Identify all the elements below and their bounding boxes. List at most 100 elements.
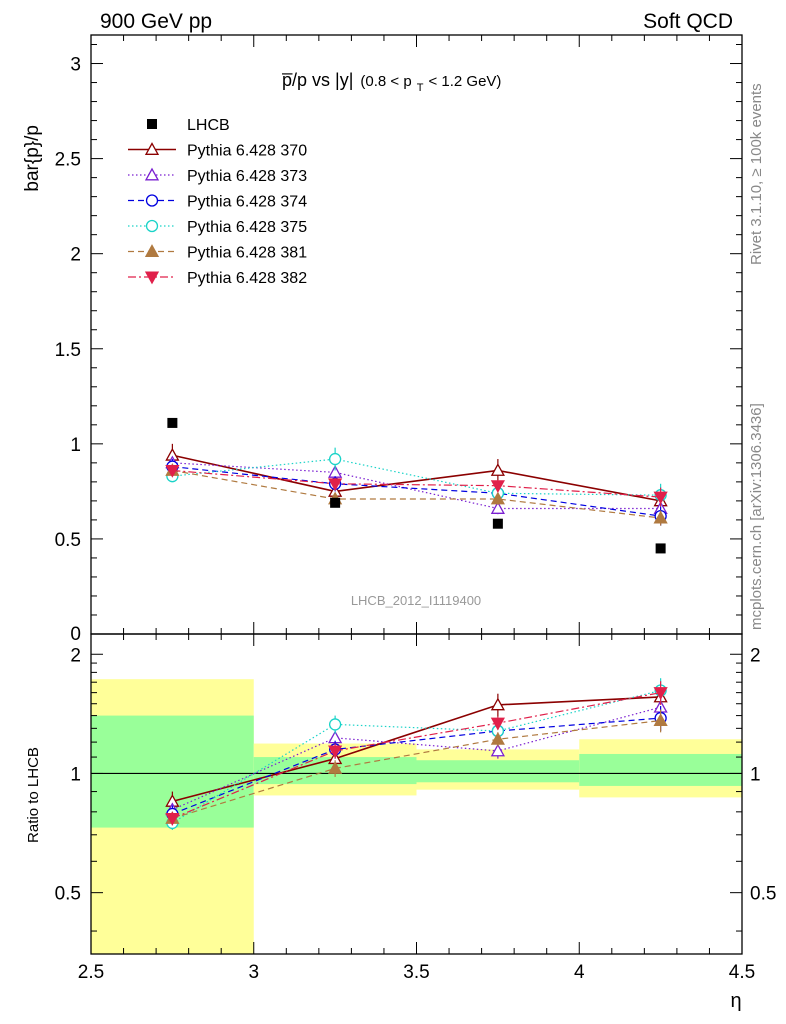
main-y-tick-label: 1.5 [55, 340, 81, 361]
series-pythia-6-428-382 [165, 464, 668, 507]
series-line [172, 454, 661, 502]
main-y-axis-label: bar{p}/p [22, 125, 43, 192]
ratio-data-point [653, 713, 668, 727]
ratio-y-tick-label-left: 2 [70, 645, 81, 666]
legend-entry: Pythia 6.428 374 [128, 194, 307, 211]
ratio-data-point [490, 743, 505, 757]
series-lhcb [167, 417, 666, 554]
legend: LHCB Pythia 6.428 370 Pythia 6.428 373 Pyth… [128, 117, 307, 287]
legend-label: Pythia 6.428 375 [187, 219, 307, 236]
ratio-series-line [172, 689, 661, 824]
rivet-version-label: Rivet 3.1.10, ≥ 100k events [748, 83, 765, 265]
ratio-data-point [165, 812, 180, 826]
ratio-y-tick-label-left: 0.5 [55, 884, 81, 905]
ratio-y-tick-label-right: 0.5 [750, 884, 776, 905]
legend-entry: Pythia 6.428 370 [128, 142, 307, 160]
ratio-data-point [328, 745, 343, 759]
ratio-series-line [172, 706, 661, 811]
main-y-tick-label: 3 [70, 55, 81, 76]
legend-marker [144, 244, 160, 257]
legend-label: Pythia 6.428 374 [187, 194, 307, 211]
legend-marker [144, 142, 160, 155]
legend-marker [144, 271, 160, 285]
legend-marker [145, 194, 159, 207]
mcplots-reference-label: mcplots.cern.ch [arXiv:1306.3436] [748, 403, 765, 630]
ratio-series-line [172, 717, 661, 815]
main-y-tick-label: 1 [70, 435, 81, 456]
ratio-series-5 [165, 681, 668, 826]
main-y-zero-label: 0 [70, 624, 81, 645]
lhcb-data-point [655, 543, 666, 554]
series-pythia-6-428-381 [165, 463, 668, 526]
main-panel: 0.5 1 1.5 2 2.5 3 0 p̅/p vs |y| (0.8 < p T < 1… [22, 34, 743, 645]
main-y-tick-label: 0.5 [55, 530, 81, 551]
legend-label: Pythia 6.428 381 [187, 245, 307, 262]
data-point [490, 480, 505, 494]
ratio-data-layer [165, 678, 668, 830]
main-y-tick-label: 2 [70, 245, 81, 266]
main-title-sub: (0.8 < p [360, 73, 411, 90]
data-point [653, 491, 668, 505]
main-title-sub-end: < 1.2 GeV) [428, 73, 501, 90]
legend-label: Pythia 6.428 382 [187, 270, 307, 287]
data-point [490, 491, 505, 505]
analysis-watermark: LHCB_2012_I1119400 [351, 593, 481, 608]
data-point [328, 452, 342, 466]
series-pythia-6-428-375 [166, 447, 667, 507]
main-data-layer [165, 417, 668, 554]
series-pythia-6-428-370 [165, 443, 668, 511]
data-point [490, 501, 505, 514]
legend-entry: Pythia 6.428 373 [128, 167, 307, 185]
ratio-y-tick-label-left: 1 [70, 764, 81, 785]
ratio-data-point [328, 761, 343, 774]
legend-label: Pythia 6.428 370 [187, 143, 307, 160]
series-line [172, 466, 661, 517]
x-tick-label: 2.5 [78, 962, 104, 983]
ratio-data-point [490, 731, 505, 745]
lhcb-data-point [492, 518, 503, 529]
lhcb-data-point [330, 497, 341, 508]
legend-entry: Pythia 6.428 381 [128, 244, 307, 262]
main-y-tick-label: 2.5 [55, 150, 81, 171]
series-line [172, 469, 661, 498]
legend-marker [145, 219, 159, 233]
ratio-y-axis-label: Ratio to LHCB [25, 747, 42, 843]
ratio-series-line [172, 719, 661, 819]
x-axis-label: η [730, 990, 741, 1012]
lhcb-data-point [167, 417, 178, 428]
main-title: p̅/p vs |y| (0.8 < p T < 1.2 GeV) [281, 70, 501, 95]
main-axes: 0.5 1 1.5 2 2.5 3 0 [55, 35, 743, 645]
legend-entry: Pythia 6.428 382 [128, 270, 307, 287]
main-title-text: p̅/p vs |y| [281, 70, 353, 90]
ratio-series-line [172, 692, 661, 819]
ratio-data-point [490, 697, 505, 711]
ratio-axes: 0.5 0.5 1 1 2 2 2.5 3 3.5 4 4.5 [55, 634, 776, 983]
series-line [172, 458, 661, 496]
legend-entry: LHCB [147, 117, 230, 134]
legend-marker [144, 167, 160, 181]
main-title-sub-subscript: T [417, 82, 424, 94]
data-point [653, 510, 668, 524]
ratio-data-point [328, 718, 342, 731]
header-right-label: Soft QCD [643, 10, 733, 33]
x-tick-label: 4 [574, 962, 585, 983]
legend-label: Pythia 6.428 373 [187, 168, 307, 185]
data-point [328, 478, 343, 492]
data-point [490, 463, 505, 476]
x-tick-label: 4.5 [729, 962, 755, 983]
ratio-band-layer [91, 679, 742, 954]
x-tick-label: 3 [248, 962, 259, 983]
ratio-data-point [490, 717, 505, 731]
legend-entry: Pythia 6.428 375 [128, 219, 307, 236]
series-line [172, 462, 661, 510]
uncertainty-band-inner [579, 753, 742, 786]
ratio-series-line [172, 696, 661, 803]
ratio-y-tick-label-right: 1 [750, 764, 761, 785]
series-line [172, 469, 661, 519]
data-point [165, 465, 180, 478]
header-left-label: 900 GeV pp [100, 10, 212, 33]
legend-label: LHCB [187, 117, 230, 134]
ratio-data-point [653, 687, 668, 700]
ratio-y-tick-label-right: 2 [750, 645, 761, 666]
